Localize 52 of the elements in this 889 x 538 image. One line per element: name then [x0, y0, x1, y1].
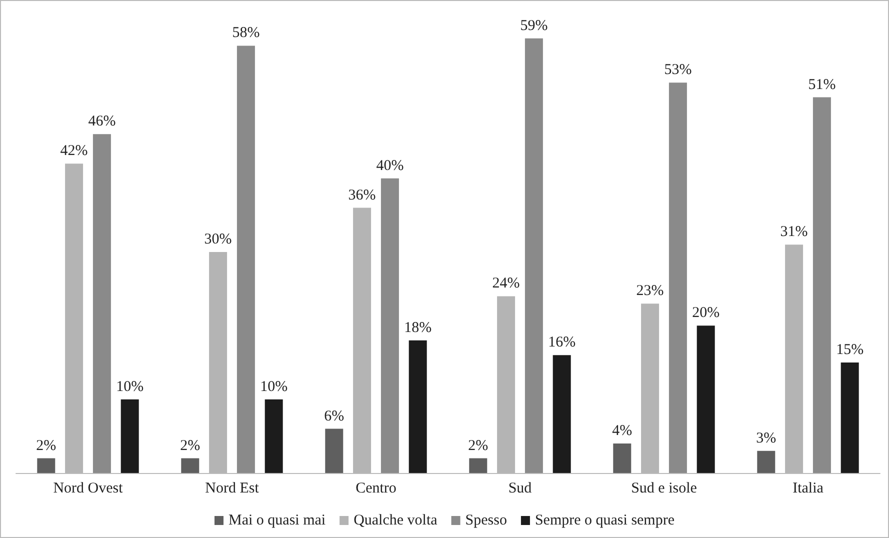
bar	[264, 399, 283, 473]
bar	[92, 134, 111, 473]
legend-label: Qualche volta	[354, 512, 438, 528]
bar	[840, 362, 859, 473]
data-label: 46%	[88, 114, 116, 130]
legend-label: Mai o quasi mai	[228, 512, 326, 528]
bar	[380, 178, 399, 473]
data-label: 23%	[636, 283, 664, 300]
data-label: 58%	[232, 25, 260, 42]
data-label: 30%	[204, 232, 232, 248]
data-label: 36%	[348, 187, 376, 204]
data-label: 3%	[756, 430, 776, 446]
x-tick-label: Nord Ovest	[53, 480, 124, 496]
x-tick-label: Centro	[356, 480, 396, 496]
x-tick-label: Italia	[792, 480, 824, 496]
data-label: 53%	[664, 62, 692, 78]
bar	[613, 444, 632, 473]
bar	[524, 38, 543, 473]
data-label: 10%	[260, 378, 288, 395]
data-label: 59%	[520, 18, 548, 34]
bar	[552, 355, 571, 473]
x-tick-label: Sud	[508, 480, 532, 496]
data-label: 16%	[548, 334, 576, 351]
bar	[757, 450, 776, 473]
data-label: 2%	[36, 438, 56, 454]
x-tick-label: Sud e isole	[631, 480, 698, 496]
data-label: 18%	[404, 320, 432, 336]
x-tick-label: Nord Est	[205, 480, 260, 496]
legend-label: Spesso	[465, 512, 507, 528]
data-label: 2%	[468, 438, 488, 454]
bar	[408, 340, 427, 473]
data-label: 4%	[612, 423, 632, 440]
bar	[236, 46, 255, 473]
bar	[668, 82, 687, 473]
bar	[181, 458, 200, 473]
data-label: 51%	[808, 76, 836, 93]
bar	[120, 399, 139, 473]
data-label: 40%	[376, 158, 404, 174]
data-label: 15%	[836, 342, 864, 358]
legend-label: Sempre o quasi sempre	[534, 512, 675, 528]
bar	[812, 97, 831, 473]
data-label: 10%	[116, 378, 144, 395]
data-label: 42%	[60, 143, 88, 160]
data-label: 20%	[692, 305, 720, 322]
bar	[469, 458, 488, 473]
bar	[37, 458, 56, 473]
data-label: 6%	[324, 408, 344, 424]
data-label: 2%	[180, 438, 200, 454]
data-label: 31%	[780, 224, 808, 240]
data-label: 24%	[492, 276, 520, 292]
bar	[325, 428, 344, 473]
bar	[696, 326, 715, 473]
